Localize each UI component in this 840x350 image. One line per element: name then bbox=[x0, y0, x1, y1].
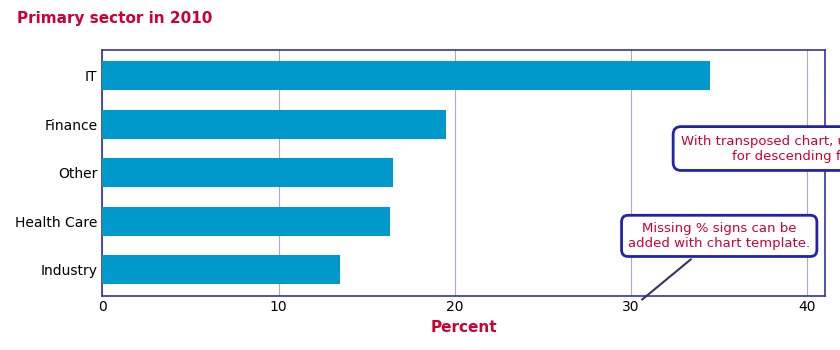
Text: Missing % signs can be
added with chart template.: Missing % signs can be added with chart … bbox=[628, 222, 811, 300]
Bar bbox=[102, 207, 390, 236]
X-axis label: Percent: Percent bbox=[430, 320, 497, 335]
Bar bbox=[102, 158, 393, 187]
Text: Primary sector in 2010: Primary sector in 2010 bbox=[17, 10, 213, 26]
Bar bbox=[102, 110, 446, 139]
Bar bbox=[102, 255, 340, 285]
Bar bbox=[102, 61, 711, 90]
Text: With transposed chart, use FORMAT AFREQ
for descending frequencies.: With transposed chart, use FORMAT AFREQ … bbox=[681, 134, 840, 162]
